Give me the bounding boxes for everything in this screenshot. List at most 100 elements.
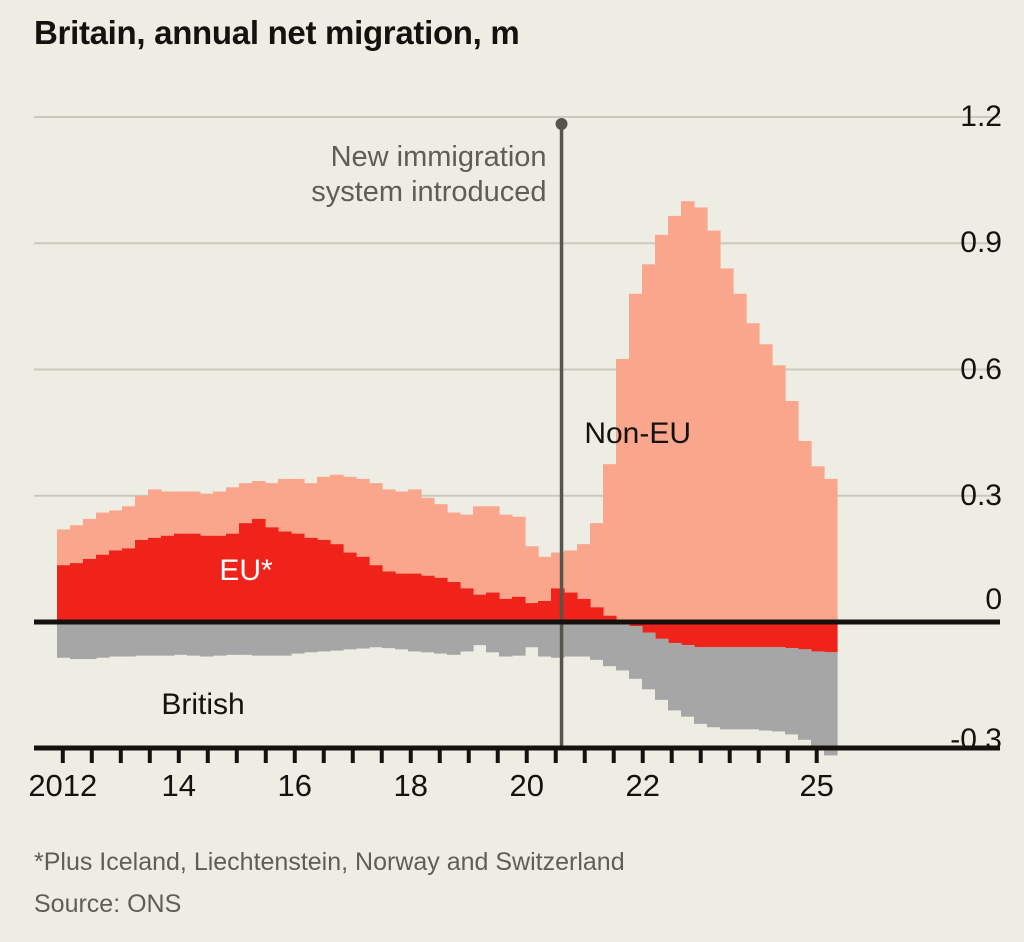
bar-eu — [57, 565, 71, 622]
bar-eu — [252, 518, 266, 622]
bar-british — [681, 645, 695, 717]
bar-eu — [174, 533, 188, 622]
bar-british — [421, 622, 435, 653]
bar-british — [96, 622, 110, 658]
bar-british — [785, 648, 799, 735]
bar-non-eu — [174, 491, 188, 534]
bar-eu — [499, 598, 513, 622]
bar-non-eu — [811, 466, 825, 622]
bar-non-eu — [317, 476, 331, 540]
bar-non-eu — [343, 476, 357, 553]
y-axis-tick-label: 1.2 — [960, 100, 1002, 133]
bar-non-eu — [772, 365, 786, 622]
bar-non-eu — [200, 493, 214, 536]
bar-non-eu — [265, 483, 279, 528]
bar-non-eu — [824, 478, 838, 622]
bar-british — [70, 622, 84, 660]
bar-eu — [96, 554, 110, 622]
bar-eu-negative — [694, 622, 708, 648]
bar-british — [447, 622, 461, 655]
bar-non-eu — [538, 556, 552, 601]
bar-non-eu — [395, 491, 409, 574]
bar-british — [668, 643, 682, 711]
bar-non-eu — [57, 529, 71, 566]
bar-non-eu — [161, 491, 175, 536]
bar-eu — [460, 588, 474, 622]
annotation-new-immigration-system: New immigration system introduced — [242, 140, 547, 211]
bar-non-eu — [759, 344, 773, 622]
bar-non-eu — [499, 514, 513, 599]
series-eu — [57, 518, 838, 653]
bar-non-eu — [421, 497, 435, 576]
bar-non-eu — [356, 478, 370, 557]
series-label-eu: EU* — [219, 553, 273, 587]
bar-eu — [317, 539, 331, 622]
bar-eu-negative — [642, 622, 656, 633]
x-axis-tick-label: 2012 — [28, 768, 98, 803]
bar-eu-negative — [746, 622, 760, 648]
bar-eu — [226, 533, 240, 622]
bar-british — [694, 647, 708, 724]
bar-british — [603, 622, 617, 667]
bar-british — [746, 647, 760, 730]
bar-eu — [291, 533, 305, 622]
bar-british — [148, 622, 162, 656]
series-label-british: British — [161, 688, 245, 722]
bar-british — [135, 622, 149, 656]
bar-non-eu — [304, 483, 318, 538]
annotation-line-1: New immigration — [330, 141, 547, 173]
y-axis-tick-label: 0 — [985, 583, 1002, 616]
bar-non-eu — [616, 358, 630, 620]
bar-eu — [564, 592, 578, 622]
x-axis-tick-label: 16 — [277, 768, 313, 803]
bar-non-eu — [239, 483, 253, 524]
bar-eu — [135, 539, 149, 622]
bar-british — [382, 622, 396, 649]
bar-eu — [330, 544, 344, 622]
annotation-vline-dot — [555, 118, 568, 130]
bar-non-eu — [213, 491, 227, 536]
x-axis-tick-label: 25 — [799, 768, 834, 803]
bar-british — [720, 647, 734, 730]
bar-eu — [538, 600, 552, 622]
bar-british — [343, 622, 357, 650]
bar-non-eu — [122, 506, 136, 549]
bar-eu — [200, 535, 214, 622]
bar-british — [473, 622, 487, 646]
bar-non-eu — [109, 510, 123, 551]
bar-british — [200, 622, 214, 657]
bar-british — [83, 622, 97, 660]
y-axis-tick-label: -0.3 — [950, 723, 1002, 757]
bar-eu — [382, 571, 396, 622]
bar-non-eu — [83, 518, 97, 559]
bar-non-eu — [291, 478, 305, 534]
bar-eu — [408, 573, 422, 622]
bar-eu-negative — [681, 622, 695, 646]
bar-eu — [421, 575, 435, 622]
bar-eu — [473, 594, 487, 622]
bar-non-eu — [434, 504, 448, 578]
bar-eu — [70, 563, 84, 622]
bar-british — [577, 622, 591, 657]
bar-eu — [512, 596, 526, 622]
bar-british — [330, 622, 344, 651]
bar-eu-negative — [668, 622, 682, 644]
bar-british — [369, 622, 383, 648]
bar-eu-negative — [772, 622, 786, 648]
bar-eu — [239, 523, 253, 622]
bar-eu — [603, 615, 617, 622]
bar-eu — [83, 558, 97, 622]
bar-eu — [395, 573, 409, 622]
bar-non-eu — [408, 489, 422, 574]
bar-british — [291, 622, 305, 654]
y-axis-tick-label: 0.3 — [960, 478, 1002, 512]
bar-british — [590, 622, 604, 660]
bar-non-eu — [473, 506, 487, 595]
bar-british — [460, 622, 474, 652]
bar-non-eu — [187, 491, 201, 534]
bar-non-eu — [135, 495, 149, 540]
bar-non-eu — [148, 489, 162, 538]
bar-british — [226, 622, 240, 655]
bar-british — [278, 622, 292, 656]
page-title: Britain, annual net migration, m — [34, 14, 520, 51]
